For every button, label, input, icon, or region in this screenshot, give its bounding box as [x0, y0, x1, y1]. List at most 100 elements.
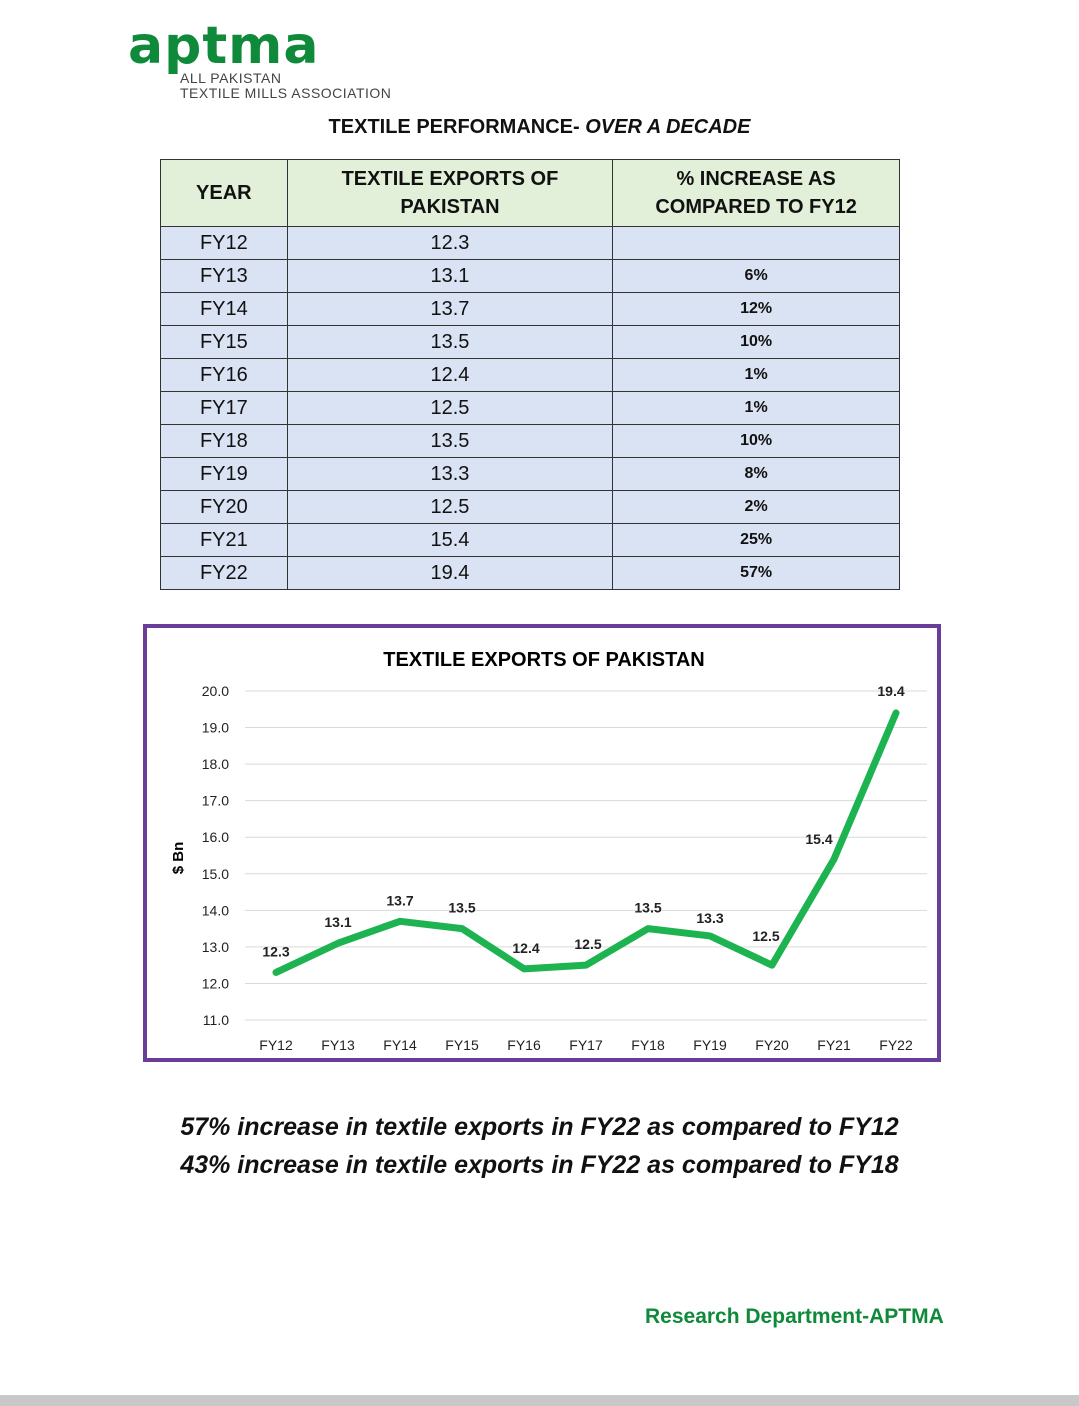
cell-year: FY20	[160, 490, 288, 524]
cell-increase: 1%	[612, 391, 900, 425]
data-labels: 12.3 13.1 13.7 13.5 12.4 12.5 13.5 13.3 12.5 15.4…	[262, 683, 904, 960]
y-tick-label: 12.0	[202, 975, 229, 991]
page-title: TEXTILE PERFORMANCE- OVER A DECADE	[0, 116, 1079, 139]
cell-exports: 12.5	[286, 391, 614, 425]
x-tick-label: FY20	[755, 1037, 789, 1053]
table-row: FY16 12.4 1%	[160, 358, 900, 392]
cell-exports: 12.4	[286, 358, 614, 392]
series-line-layer	[272, 709, 900, 976]
data-label: 12.5	[752, 928, 779, 944]
y-tick-labels: 11.0 12.0 13.0 14.0 15.0 16.0 17.0 18.0 19.0 20.0	[202, 683, 229, 1028]
cell-exports: 13.7	[286, 292, 614, 326]
cell-year: FY22	[160, 556, 288, 590]
logo-subtitle-line2: TEXTILE MILLS ASSOCIATION	[180, 85, 392, 101]
cell-increase: 10%	[612, 424, 900, 458]
chart-frame: TEXTILE EXPORTS OF PAKISTAN $ Bn 11.0 12.…	[143, 624, 941, 1062]
cell-increase: 8%	[612, 457, 900, 491]
header-exports-text: TEXTILE EXPORTS OF PAKISTAN	[341, 168, 559, 218]
table-row: FY15 13.5 10%	[160, 325, 900, 359]
y-tick-label: 14.0	[202, 902, 229, 918]
line-chart: TEXTILE EXPORTS OF PAKISTAN $ Bn 11.0 12.…	[170, 649, 927, 1053]
header-exports: TEXTILE EXPORTS OF PAKISTAN	[286, 159, 614, 227]
table-row: FY20 12.5 2%	[160, 490, 900, 524]
note-fy18-comparison: 43% increase in textile exports in FY22 …	[180, 1151, 899, 1179]
table-row: FY22 19.4 57%	[160, 556, 900, 590]
x-tick-label: FY17	[569, 1037, 603, 1053]
data-label: 12.5	[574, 936, 601, 952]
aptma-logo: aptma ALL PAKISTAN TEXTILE MILLS ASSOCIA…	[128, 18, 428, 108]
note-fy12-comparison: 57% increase in textile exports in FY22 …	[180, 1113, 899, 1141]
cell-year: FY21	[160, 523, 288, 557]
bottom-bar	[0, 1395, 1079, 1406]
cell-increase: 1%	[612, 358, 900, 392]
y-tick-label: 13.0	[202, 939, 229, 955]
y-axis-label: $ Bn	[170, 842, 187, 875]
x-tick-labels: FY12 FY13 FY14 FY15 FY16 FY17 FY18 FY19 FY20 FY21…	[259, 1037, 913, 1053]
y-tick-label: 15.0	[202, 866, 229, 882]
x-tick-label: FY22	[879, 1037, 913, 1053]
table-row: FY14 13.7 12%	[160, 292, 900, 326]
cell-exports: 13.5	[286, 424, 614, 458]
table-row: FY19 13.3 8%	[160, 457, 900, 491]
y-tick-label: 18.0	[202, 756, 229, 772]
gridlines	[245, 690, 927, 1021]
y-tick-label: 16.0	[202, 829, 229, 845]
logo-subtitle: ALL PAKISTAN TEXTILE MILLS ASSOCIATION	[180, 71, 391, 101]
data-label: 12.4	[512, 940, 539, 956]
data-label: 13.7	[386, 892, 413, 908]
cell-exports: 12.5	[286, 490, 614, 524]
cell-increase: 10%	[612, 325, 900, 359]
x-tick-label: FY16	[507, 1037, 541, 1053]
data-label: 15.4	[805, 831, 832, 847]
table-row: FY13 13.1 6%	[160, 259, 900, 293]
x-tick-label: FY21	[817, 1037, 851, 1053]
cell-year: FY19	[160, 457, 288, 491]
x-tick-label: FY13	[321, 1037, 355, 1053]
cell-exports: 19.4	[286, 556, 614, 590]
cell-exports: 13.1	[286, 259, 614, 293]
cell-increase: 12%	[612, 292, 900, 326]
cell-year: FY17	[160, 391, 288, 425]
cell-increase	[612, 226, 900, 260]
data-label: 13.5	[634, 900, 661, 916]
data-label: 13.5	[448, 900, 475, 916]
cell-year: FY14	[160, 292, 288, 326]
cell-year: FY18	[160, 424, 288, 458]
page-title-main: TEXTILE PERFORMANCE-	[328, 116, 580, 138]
x-tick-label: FY14	[383, 1037, 417, 1053]
cell-exports: 15.4	[286, 523, 614, 557]
y-tick-label: 17.0	[202, 793, 229, 809]
chart-title: TEXTILE EXPORTS OF PAKISTAN	[383, 649, 705, 671]
table-row: FY21 15.4 25%	[160, 523, 900, 557]
series-line	[272, 709, 900, 976]
exports-table: YEAR TEXTILE EXPORTS OF PAKISTAN % INCRE…	[160, 159, 900, 590]
logo-subtitle-line1: ALL PAKISTAN	[180, 70, 282, 86]
page-title-italic: OVER A DECADE	[585, 116, 751, 138]
cell-exports: 13.3	[286, 457, 614, 491]
header-increase-text: % INCREASE AS COMPARED TO FY12	[655, 168, 857, 218]
table-row: FY18 13.5 10%	[160, 424, 900, 458]
data-label: 12.3	[262, 943, 289, 959]
y-tick-label: 20.0	[202, 683, 229, 699]
cell-exports: 13.5	[286, 325, 614, 359]
table-row: FY17 12.5 1%	[160, 391, 900, 425]
cell-increase: 25%	[612, 523, 900, 557]
footer-credit: Research Department-APTMA	[645, 1305, 944, 1328]
cell-year: FY16	[160, 358, 288, 392]
x-tick-label: FY19	[693, 1037, 727, 1053]
header-increase: % INCREASE AS COMPARED TO FY12	[612, 159, 900, 227]
table-row: FY12 12.3	[160, 226, 900, 260]
header-year: YEAR	[160, 159, 288, 227]
y-tick-label: 11.0	[203, 1012, 229, 1028]
data-label: 13.1	[324, 914, 351, 930]
y-tick-label: 19.0	[202, 720, 229, 736]
x-tick-label: FY15	[445, 1037, 479, 1053]
table-header-row: YEAR TEXTILE EXPORTS OF PAKISTAN % INCRE…	[160, 159, 900, 227]
data-label: 13.3	[696, 910, 723, 926]
cell-increase: 57%	[612, 556, 900, 590]
logo-wordmark: aptma	[128, 16, 320, 76]
cell-year: FY13	[160, 259, 288, 293]
cell-increase: 2%	[612, 490, 900, 524]
summary-notes: 57% increase in textile exports in FY22 …	[0, 1108, 1079, 1184]
data-label: 19.4	[877, 683, 904, 699]
